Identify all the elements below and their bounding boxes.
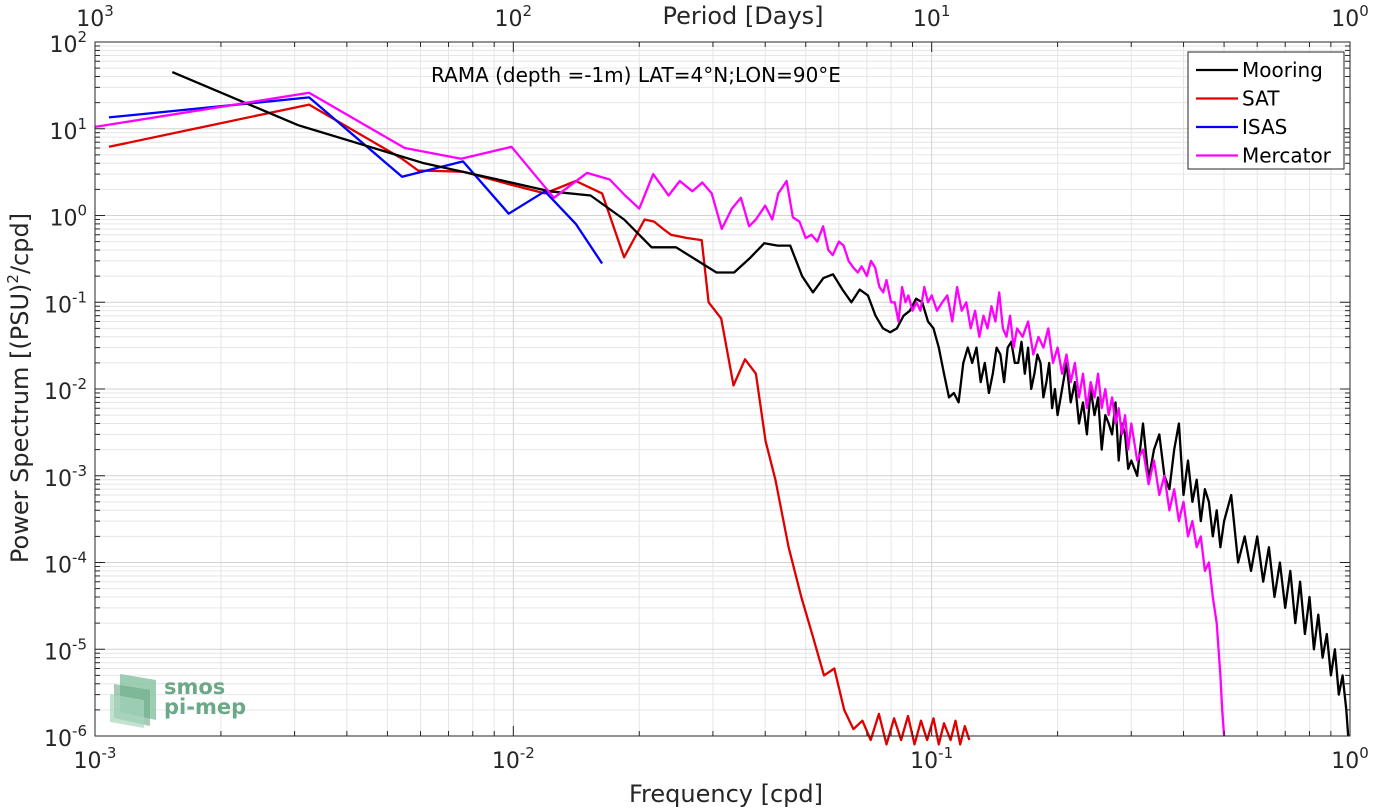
x-tick-label-base: 10 xyxy=(74,749,102,774)
y-tick-label-exponent: -1 xyxy=(72,288,87,306)
y-tick-label: 10-1 xyxy=(44,288,87,318)
top-tick-labels: 103 102 101 100 xyxy=(76,2,1369,32)
y-tick-label: 101 xyxy=(49,115,87,145)
y-tick-label-exponent: 1 xyxy=(77,115,87,133)
y-axis-label: Power Spectrum [(PSU)2/cpd] xyxy=(4,213,34,563)
x-tick-label-base: 10 xyxy=(910,749,938,774)
top-tick-label-exponent: 2 xyxy=(523,2,533,20)
y-tick-label-base: 10 xyxy=(49,120,77,145)
series-line-mooring xyxy=(171,71,1350,737)
x-tick-label-base: 10 xyxy=(492,749,520,774)
y-tick-label-base: 10 xyxy=(49,33,77,58)
y-tick-label: 10-5 xyxy=(44,635,87,665)
y-tick-label-exponent: 0 xyxy=(77,202,87,220)
top-tick-label: 100 xyxy=(1331,2,1369,32)
series-line-isas xyxy=(108,96,604,265)
y-axis-label-main: Power Spectrum [(PSU) xyxy=(6,284,34,563)
legend-label-mercator: Mercator xyxy=(1242,144,1332,168)
top-tick-label: 102 xyxy=(495,2,533,32)
tick-marks xyxy=(94,41,1351,737)
legend: Mooring SAT ISAS Mercator xyxy=(1187,51,1345,170)
x-tick-label: 100 xyxy=(1331,744,1369,774)
x-tick-label: 10-2 xyxy=(492,744,535,774)
legend-label-sat: SAT xyxy=(1242,87,1280,111)
x-tick-label: 10-1 xyxy=(910,744,953,774)
y-axis-label-tail: /cpd] xyxy=(6,213,34,274)
top-tick-label-base: 10 xyxy=(495,7,523,32)
top-axis-label: Period [Days] xyxy=(662,2,823,30)
y-axis-label-sup: 2 xyxy=(4,274,22,284)
logo-emblem xyxy=(110,674,156,728)
y-tick-label-exponent: -3 xyxy=(72,462,87,480)
x-tick-label-base: 10 xyxy=(1331,749,1359,774)
x-tick-labels: 10-3 10-2 10-1 100 xyxy=(74,744,1369,774)
y-tick-label-base: 10 xyxy=(44,727,72,752)
legend-box xyxy=(1187,51,1345,170)
x-axis-label: Frequency [cpd] xyxy=(629,780,823,808)
x-tick-label-exponent: 0 xyxy=(1359,744,1369,762)
y-tick-label-exponent: -2 xyxy=(72,375,87,393)
legend-label-mooring: Mooring xyxy=(1242,58,1323,82)
y-tick-label-exponent: 2 xyxy=(77,28,87,46)
legend-label-isas: ISAS xyxy=(1242,115,1287,139)
top-tick-label-base: 10 xyxy=(913,7,941,32)
top-tick-label-exponent: 1 xyxy=(941,2,951,20)
y-tick-label: 10-2 xyxy=(44,375,87,405)
y-tick-label-exponent: -6 xyxy=(72,722,87,740)
x-tick-label-exponent: -3 xyxy=(102,744,117,762)
y-tick-label-base: 10 xyxy=(44,380,72,405)
top-tick-label-base: 10 xyxy=(76,7,104,32)
logo-text-smos: smos xyxy=(164,675,225,699)
x-tick-label: 10-3 xyxy=(74,744,117,774)
logo-text-pimep: pi-mep xyxy=(164,695,246,719)
smos-pimep-logo: smos pi-mep xyxy=(110,674,246,728)
top-tick-label: 103 xyxy=(76,2,114,32)
y-tick-label: 10-4 xyxy=(44,549,87,579)
y-tick-label: 100 xyxy=(49,202,87,232)
top-tick-label-exponent: 3 xyxy=(104,2,114,20)
series-line-mercator xyxy=(94,91,1226,737)
y-tick-label-base: 10 xyxy=(49,207,77,232)
y-tick-label-exponent: -5 xyxy=(72,635,87,653)
y-tick-label: 102 xyxy=(49,28,87,58)
chart-annotation: RAMA (depth =-1m) LAT=4°N;LON=90°E xyxy=(431,63,841,87)
top-tick-label-base: 10 xyxy=(1331,7,1359,32)
top-tick-label: 101 xyxy=(913,2,951,32)
y-tick-label-base: 10 xyxy=(44,554,72,579)
top-tick-label-exponent: 0 xyxy=(1359,2,1369,20)
y-tick-label-base: 10 xyxy=(44,467,72,492)
y-tick-label: 10-6 xyxy=(44,722,87,752)
y-tick-label-base: 10 xyxy=(44,640,72,665)
x-tick-label-exponent: -1 xyxy=(938,744,953,762)
y-tick-label-exponent: -4 xyxy=(72,549,87,567)
x-tick-label-exponent: -2 xyxy=(520,744,535,762)
y-tick-label: 10-3 xyxy=(44,462,87,492)
y-tick-label-base: 10 xyxy=(44,293,72,318)
